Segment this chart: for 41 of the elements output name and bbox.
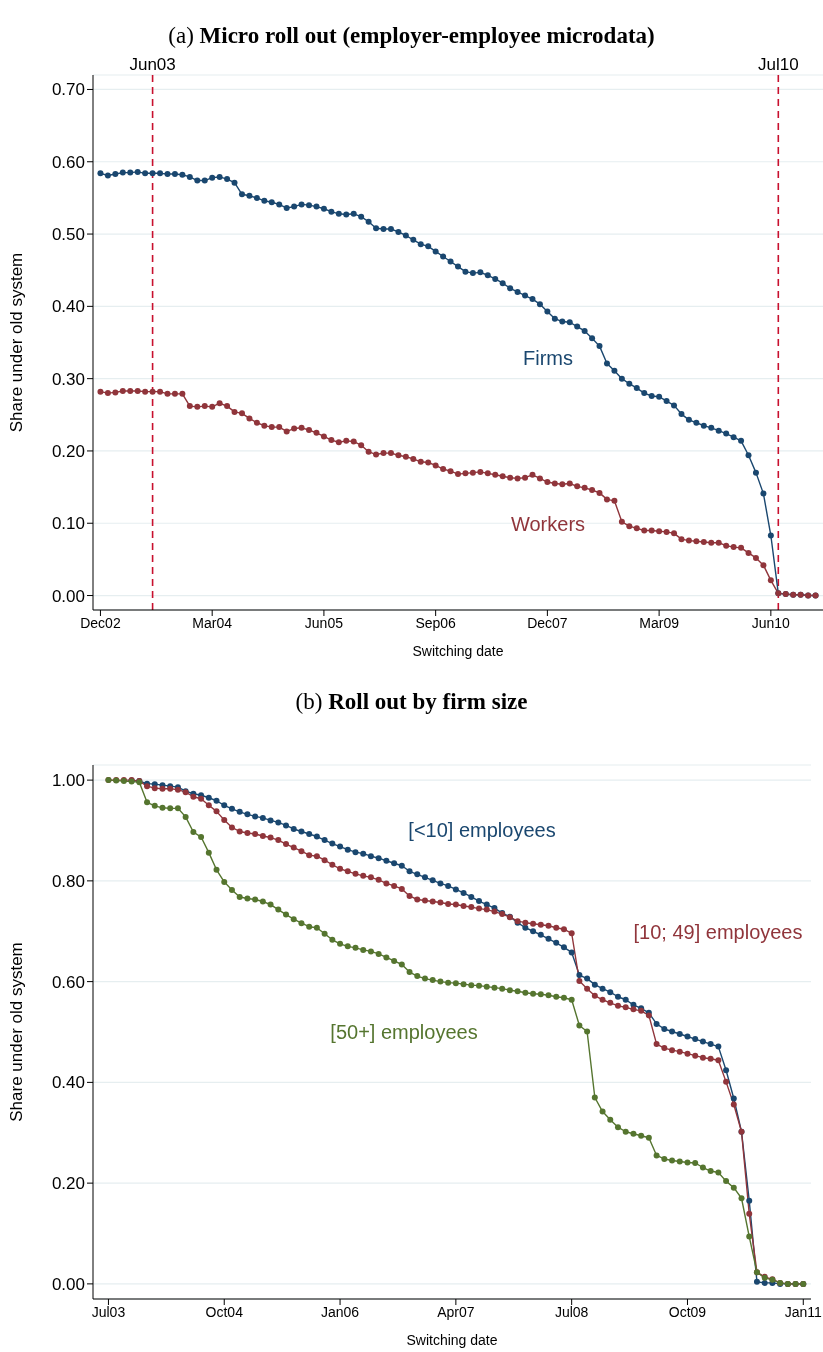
ref-line-label: Jun03	[129, 55, 176, 74]
x-tick-label: Dec07	[527, 614, 568, 631]
x-tick-label: Dec02	[80, 614, 121, 631]
x-tick-label: Jul08	[554, 1303, 589, 1320]
x-tick-label: Jun05	[304, 614, 344, 631]
x-tick-label: Oct04	[205, 1303, 244, 1320]
x-axis-title: Switching date	[406, 1332, 498, 1348]
x-tick-label: Jul03	[91, 1303, 126, 1320]
x-tick-label: Jan11	[784, 1303, 823, 1320]
x-tick-label: Sep06	[415, 614, 457, 631]
series-label: [50+] employees	[330, 1020, 478, 1044]
y-tick-label: 0.60	[51, 152, 85, 172]
x-tick-label: Jun10	[751, 614, 791, 631]
y-tick-label: 0.30	[51, 369, 85, 389]
y-tick-label: 0.60	[51, 972, 85, 992]
y-tick-label: 1.00	[51, 771, 85, 791]
x-tick-label: Jan06	[320, 1303, 360, 1320]
ref-line-label: Jul10	[757, 55, 799, 74]
y-axis-title: Share under old system	[7, 252, 27, 433]
text: [10; 49] employees	[633, 920, 803, 944]
y-tick-label: 0.50	[51, 225, 85, 245]
y-tick-label: 0.40	[51, 1073, 85, 1093]
x-tick-label: Mar09	[639, 614, 680, 631]
series-label: Firms	[523, 346, 573, 370]
x-axis-title: Switching date	[412, 643, 504, 659]
chart-title: (b) Roll out by firm size	[295, 689, 528, 714]
x-tick-label: Apr07	[437, 1303, 475, 1320]
y-tick-label: 0.10	[51, 514, 85, 534]
y-tick-label: 0.40	[51, 297, 85, 317]
y-tick-label: 0.80	[51, 871, 85, 891]
y-tick-label: 0.70	[51, 80, 85, 100]
series-label: [<10] employees	[408, 818, 556, 842]
x-tick-label: Oct09	[668, 1303, 707, 1320]
y-tick-label: 0.00	[51, 586, 85, 606]
y-axis-title: Share under old system	[7, 942, 27, 1122]
y-tick-label: 0.20	[51, 441, 85, 461]
chart-title: (a) Micro roll out (employer-employee microdata)	[168, 23, 655, 48]
y-tick-label: 0.00	[51, 1274, 85, 1294]
series-label: Workers	[510, 512, 586, 536]
x-tick-label: Mar04	[192, 614, 233, 631]
y-tick-label: 0.20	[51, 1174, 85, 1194]
